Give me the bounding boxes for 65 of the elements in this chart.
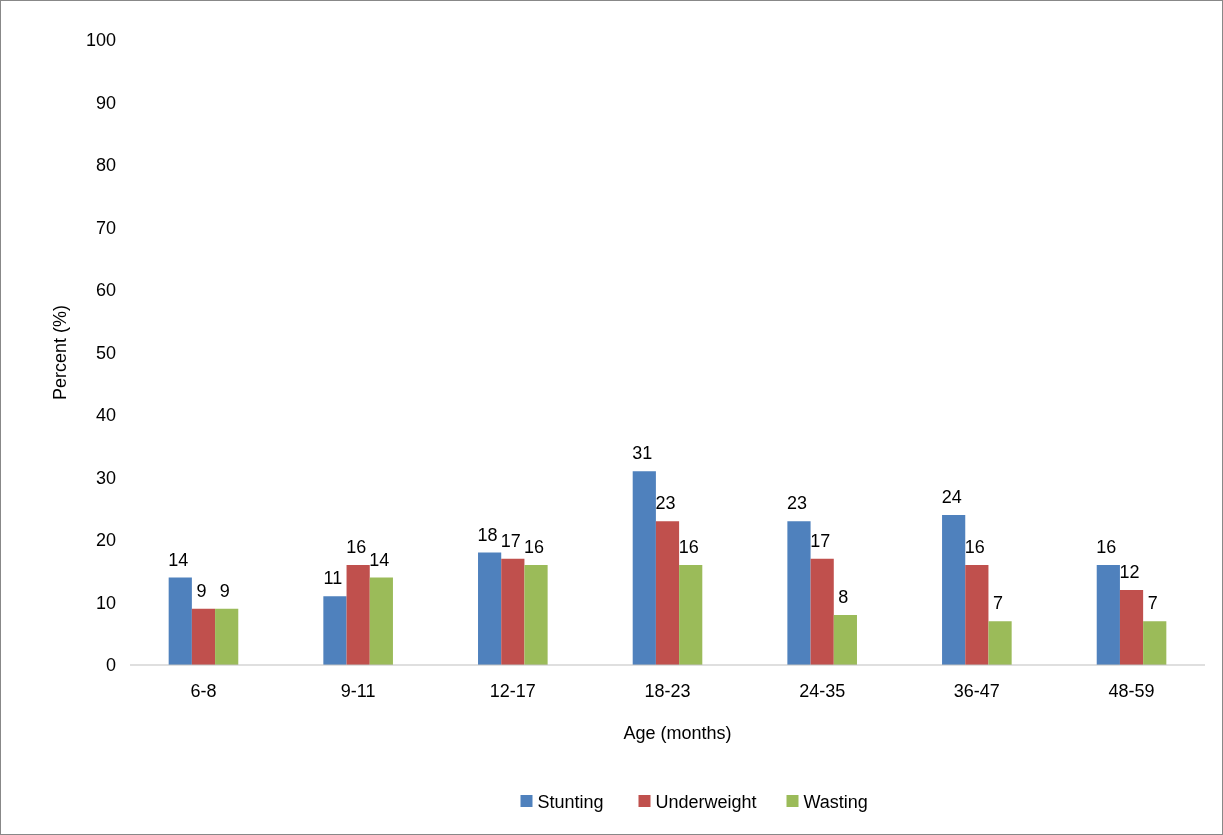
y-axis-title: Percent (%) [50, 304, 70, 401]
bar [655, 521, 680, 665]
data-label: 16 [524, 537, 545, 557]
bar [191, 608, 216, 665]
data-label: 7 [993, 593, 1004, 614]
x-tick-label: 6-8 [190, 681, 217, 701]
data-label: 11 [323, 568, 343, 589]
data-label: 31 [632, 443, 653, 464]
bar [833, 615, 857, 665]
x-tick-label: 48-59 [1108, 681, 1155, 701]
x-tick-label: 36-47 [953, 681, 1000, 701]
y-tick-label: 30 [95, 467, 116, 488]
data-label: 7 [1147, 593, 1158, 614]
bar [679, 565, 703, 665]
x-tick-label: 9-11 [340, 681, 376, 701]
bar [478, 552, 502, 665]
data-label: 16 [1096, 537, 1117, 557]
bar [1119, 590, 1144, 665]
bar [168, 577, 192, 665]
bar [988, 621, 1012, 665]
y-tick-label: 50 [95, 342, 116, 363]
y-tick-label: 70 [95, 217, 116, 238]
x-tick-label: 18-23 [644, 681, 691, 701]
data-label: 17 [810, 530, 831, 551]
data-label: 12 [1119, 562, 1140, 582]
y-tick-label: 80 [95, 155, 116, 176]
bar [369, 577, 393, 665]
bar [501, 558, 525, 665]
x-tick-label: 12-17 [489, 681, 536, 701]
bar [942, 515, 966, 665]
data-label: 17 [500, 530, 521, 551]
legend-label: Stunting [537, 792, 604, 813]
bar [1143, 621, 1167, 665]
data-label: 16 [346, 537, 367, 557]
y-tick-label: 90 [95, 92, 116, 113]
data-label: 23 [786, 493, 807, 514]
data-label: 18 [477, 524, 498, 545]
data-label: 16 [678, 537, 699, 557]
y-tick-label: 20 [95, 530, 116, 551]
legend-label: Wasting [803, 792, 868, 813]
bar [632, 471, 656, 665]
data-label: 14 [168, 549, 189, 570]
bar [1096, 565, 1120, 665]
bar [810, 558, 834, 665]
bar [524, 565, 548, 665]
y-tick-label: 0 [105, 655, 116, 676]
y-tick-label: 60 [95, 280, 116, 301]
bar [787, 521, 811, 665]
data-label: 23 [655, 493, 676, 514]
data-label: 14 [369, 549, 390, 570]
data-label: 8 [838, 587, 849, 607]
bar [215, 608, 239, 665]
data-label: 16 [964, 537, 985, 557]
data-label: 9 [219, 580, 230, 601]
y-tick-label: 100 [85, 30, 116, 51]
x-axis-title: Age (months) [623, 723, 732, 743]
data-label: 9 [196, 580, 207, 601]
bar [965, 565, 989, 665]
x-tick-label: 24-35 [799, 681, 846, 701]
y-tick-label: 40 [95, 405, 116, 426]
bar [346, 565, 370, 665]
data-label: 24 [941, 487, 962, 507]
y-tick-label: 10 [95, 592, 116, 613]
bar [323, 596, 347, 665]
legend-label: Underweight [655, 792, 757, 813]
